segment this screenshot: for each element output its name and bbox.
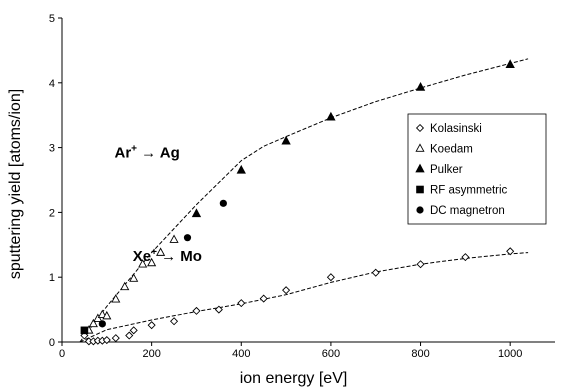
legend-label: Koedam bbox=[430, 144, 473, 156]
data-point bbox=[191, 208, 202, 218]
data-point bbox=[237, 299, 246, 308]
legend-label: DC magnetron bbox=[430, 205, 505, 217]
reaction-annotation: Ar+ → Ag bbox=[115, 143, 180, 161]
annotations: Ar+ → Ag Xe+ → Mo bbox=[115, 143, 202, 265]
legend-marker bbox=[415, 123, 425, 133]
data-point bbox=[192, 306, 201, 315]
y-tick-label: 1 bbox=[49, 272, 55, 284]
y-tick-label: 2 bbox=[49, 207, 55, 219]
data-point bbox=[102, 310, 112, 320]
data-point bbox=[183, 234, 192, 242]
data-point bbox=[125, 331, 134, 340]
legend-label: Pulker bbox=[430, 164, 463, 176]
reaction-annotation: Xe+ → Mo bbox=[133, 247, 202, 265]
data-point bbox=[111, 334, 120, 343]
data-point bbox=[147, 257, 157, 267]
data-point bbox=[129, 273, 139, 282]
x-tick-label: 1000 bbox=[498, 348, 522, 360]
series-dc-magnetron bbox=[98, 199, 227, 328]
data-point bbox=[214, 305, 223, 314]
legend-item: Kolasinski bbox=[415, 123, 482, 135]
data-point bbox=[371, 268, 380, 277]
x-axis-title: ion energy [eV] bbox=[240, 370, 348, 387]
legend-item: RF asymmetric bbox=[416, 185, 508, 197]
data-point bbox=[98, 320, 106, 328]
data-point bbox=[326, 273, 335, 282]
data-point bbox=[147, 321, 156, 330]
data-point bbox=[505, 59, 515, 69]
y-tick-label: 0 bbox=[49, 337, 55, 349]
data-point bbox=[461, 253, 470, 262]
y-tick-label: 5 bbox=[49, 13, 55, 25]
data-point bbox=[102, 336, 111, 345]
data-point bbox=[156, 247, 166, 256]
legend-marker bbox=[416, 206, 424, 214]
x-tick-label: 0 bbox=[59, 348, 65, 360]
legend-box bbox=[407, 113, 547, 225]
x-tick-label: 400 bbox=[232, 348, 250, 360]
data-point bbox=[111, 294, 121, 303]
legend-item: Koedam bbox=[415, 143, 473, 156]
data-points bbox=[80, 59, 515, 346]
data-point bbox=[506, 247, 515, 256]
legend-label: RF asymmetric bbox=[430, 185, 508, 197]
data-point bbox=[129, 326, 138, 335]
series-koedam bbox=[84, 234, 179, 334]
y-tick-label: 3 bbox=[49, 143, 55, 155]
data-point bbox=[138, 259, 148, 268]
data-point bbox=[170, 317, 179, 326]
series-rf-asymmetric bbox=[80, 326, 89, 335]
data-point bbox=[259, 294, 268, 303]
data-point bbox=[219, 199, 227, 207]
data-point bbox=[169, 234, 179, 243]
y-tick-label: 4 bbox=[49, 78, 55, 90]
legend-item: DC magnetron bbox=[416, 205, 505, 217]
data-point bbox=[326, 111, 336, 121]
legend: Kolasinski Koedam Pulker RF asymmetric DC ma… bbox=[407, 113, 547, 225]
data-point bbox=[120, 281, 130, 291]
data-point bbox=[281, 135, 291, 145]
fit-curve bbox=[79, 252, 529, 343]
data-point bbox=[416, 260, 425, 269]
legend-marker bbox=[415, 163, 425, 173]
legend-item: Pulker bbox=[415, 163, 463, 176]
data-point bbox=[236, 164, 246, 174]
series-pulker bbox=[191, 59, 515, 218]
x-tick-label: 800 bbox=[411, 348, 429, 360]
axes: 0 200 400 600 800 1000 0 1 2 3 4 5 ion energy [eV] sp… bbox=[7, 13, 555, 387]
data-point bbox=[80, 326, 89, 335]
data-point bbox=[415, 81, 426, 91]
legend-marker bbox=[416, 185, 424, 194]
x-tick-label: 200 bbox=[142, 348, 160, 360]
legend-marker bbox=[415, 143, 425, 152]
legend-label: Kolasinski bbox=[430, 123, 482, 135]
data-point bbox=[282, 286, 291, 295]
data-point bbox=[88, 318, 98, 328]
y-axis-title: sputtering yield [atoms/ion] bbox=[7, 89, 24, 279]
x-tick-label: 600 bbox=[322, 348, 340, 360]
